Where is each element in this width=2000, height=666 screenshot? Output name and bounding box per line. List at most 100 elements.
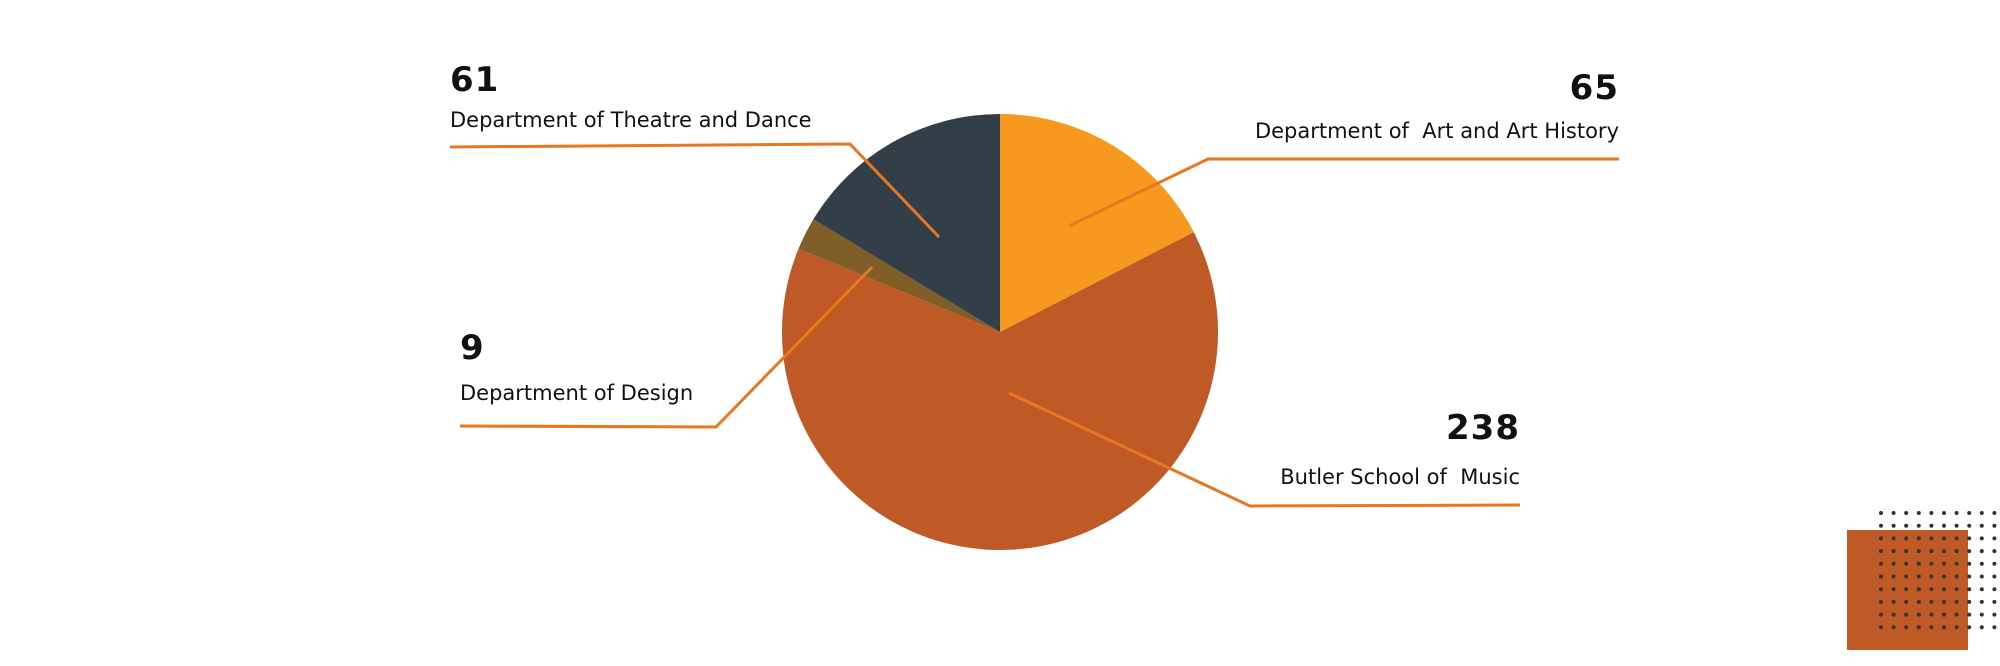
slice-theatre <box>813 113 1000 332</box>
decorative-dot <box>1942 523 1946 528</box>
decorative-dot <box>1979 536 1984 541</box>
decorative-dot <box>1954 536 1959 541</box>
decorative-dot <box>1904 561 1909 566</box>
slice-label-music: Butler School of Music <box>1280 465 1520 489</box>
decorative-dot <box>1929 549 1934 554</box>
decorative-dot <box>1967 625 1972 630</box>
decorative-dot <box>1942 549 1946 554</box>
decorative-dot <box>1979 523 1984 528</box>
decorative-dot <box>1879 625 1883 630</box>
decorative-dot <box>1929 574 1934 579</box>
decorative-dot <box>1916 574 1921 579</box>
decorative-dot <box>1954 561 1959 566</box>
decorative-dot <box>1929 536 1934 541</box>
decorative-dot <box>1954 625 1959 630</box>
decorative-dot <box>1916 625 1921 630</box>
decorative-dot <box>1992 523 1997 528</box>
decorative-dot <box>1979 612 1984 617</box>
decorative-dot <box>1904 574 1909 579</box>
value-label-theatre: 61 <box>450 60 500 100</box>
decorative-dot <box>1967 549 1972 554</box>
decorative-dot <box>1954 599 1959 604</box>
decorative-dot <box>1967 523 1972 528</box>
decorative-dot <box>1891 599 1896 604</box>
decorative-dot <box>1942 625 1946 630</box>
decorative-dot-grid <box>1879 511 1997 630</box>
decorative-dot <box>1904 612 1909 617</box>
decorative-dot <box>1916 561 1921 566</box>
decorative-dot <box>1879 587 1883 592</box>
slice-art <box>1000 114 1194 332</box>
decorative-dot <box>1929 612 1934 617</box>
decorative-dot <box>1916 612 1921 617</box>
decorative-dot <box>1879 549 1883 554</box>
decorative-dot <box>1967 612 1972 617</box>
decorative-dot <box>1942 511 1946 515</box>
decorative-dot <box>1992 536 1997 541</box>
value-label-design: 9 <box>460 328 485 368</box>
decorative-dot <box>1929 523 1934 528</box>
slice-music <box>782 232 1218 550</box>
decorative-dot <box>1891 511 1896 515</box>
decorative-dot <box>1954 511 1959 515</box>
value-label-music: 238 <box>1446 408 1520 448</box>
slice-label-theatre: Department of Theatre and Dance <box>450 108 812 132</box>
decorative-dot <box>1879 561 1883 566</box>
decorative-dot <box>1967 511 1972 515</box>
decorative-dot <box>1891 523 1896 528</box>
decorative-dot <box>1992 625 1997 630</box>
decorative-dot <box>1904 511 1909 515</box>
decorative-dot <box>1954 612 1959 617</box>
decorative-dot <box>1979 599 1984 604</box>
leader-line-music <box>1008 391 1521 508</box>
decorative-dot <box>1916 536 1921 541</box>
decorative-dot <box>1929 587 1934 592</box>
decorative-dot <box>1992 599 1997 604</box>
decorative-dot <box>1879 599 1883 604</box>
decorative-dot <box>1979 625 1984 630</box>
decorative-dot <box>1891 574 1896 579</box>
decorative-dot <box>1916 549 1921 554</box>
decorative-dot <box>1967 599 1972 604</box>
decorative-dot <box>1904 549 1909 554</box>
decorative-dot <box>1891 561 1896 566</box>
decorative-dot <box>1916 587 1921 592</box>
decorative-dot <box>1954 523 1959 528</box>
decorative-dot <box>1942 587 1946 592</box>
decorative-dot <box>1929 511 1934 515</box>
decorative-dot <box>1879 523 1883 528</box>
decorative-dot <box>1942 574 1946 579</box>
decorative-dot <box>1942 536 1946 541</box>
decorative-dot <box>1992 612 1997 617</box>
decorative-dot <box>1979 511 1984 515</box>
decorative-dot <box>1954 549 1959 554</box>
decorative-dot <box>1879 612 1883 617</box>
decorative-dot <box>1979 587 1984 592</box>
decorative-dot <box>1904 523 1909 528</box>
decorative-dot <box>1992 561 1997 566</box>
decorative-dot <box>1929 625 1934 630</box>
decorative-dot <box>1992 511 1997 515</box>
decorative-dot <box>1879 536 1883 541</box>
decorative-dot <box>1904 587 1909 592</box>
decorative-dot <box>1916 523 1921 528</box>
decorative-dot <box>1879 511 1883 515</box>
decorative-dot <box>1904 625 1909 630</box>
decorative-dot <box>1916 511 1921 515</box>
slice-design <box>798 219 1000 332</box>
decorative-dot <box>1942 599 1946 604</box>
decorative-dot <box>1879 574 1883 579</box>
decorative-dot <box>1992 587 1997 592</box>
value-label-art: 65 <box>1569 68 1619 108</box>
decorative-dot <box>1967 574 1972 579</box>
decorative-dot <box>1916 599 1921 604</box>
decorative-dot <box>1967 587 1972 592</box>
decorative-dot <box>1929 561 1934 566</box>
decorative-dot <box>1942 612 1946 617</box>
decorative-dot <box>1967 536 1972 541</box>
decorative-dot <box>1979 561 1984 566</box>
decorative-dot <box>1904 536 1909 541</box>
decorative-dot <box>1904 599 1909 604</box>
